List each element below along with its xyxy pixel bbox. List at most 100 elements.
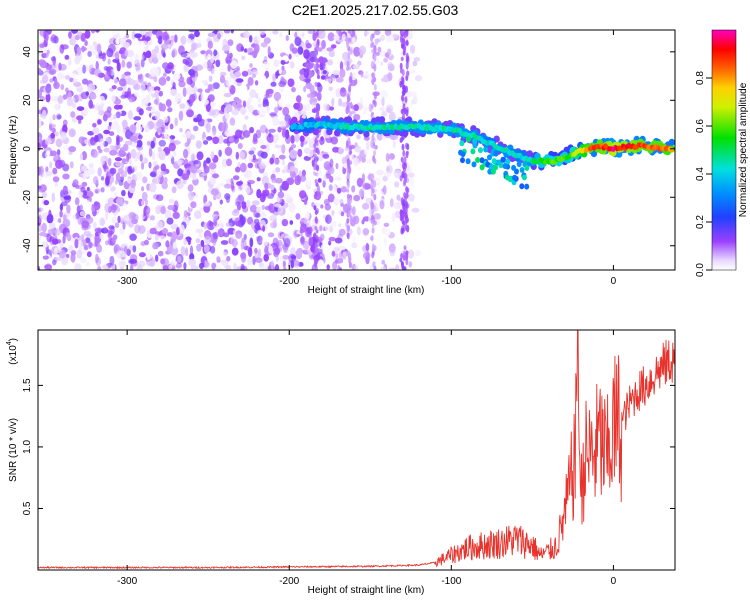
noise-blob <box>149 227 157 235</box>
noise-blob <box>135 62 141 73</box>
noise-blob <box>298 33 305 39</box>
noise-blob <box>385 35 394 43</box>
noise-blob <box>137 134 143 140</box>
noise-blob <box>265 89 270 98</box>
striation-blob <box>314 55 318 63</box>
noise-blob <box>53 214 59 222</box>
noise-blob <box>278 98 286 108</box>
noise-blob <box>408 69 416 75</box>
noise-blob <box>358 188 365 198</box>
noise-blob <box>360 70 364 78</box>
noise-blob <box>99 30 105 37</box>
noise-blob <box>104 210 109 221</box>
noise-blob <box>329 106 335 111</box>
noise-blob <box>330 136 339 145</box>
striation-blob <box>400 37 404 44</box>
noise-blob <box>267 232 275 238</box>
noise-blob <box>222 44 230 52</box>
noise-blob <box>243 30 250 39</box>
noise-blob <box>263 189 270 197</box>
noise-blob <box>244 115 249 120</box>
noise-blob <box>131 218 138 225</box>
noise-blob <box>354 142 358 147</box>
ridge-point <box>616 150 623 158</box>
noise-blob <box>207 32 216 38</box>
noise-blob <box>115 197 124 206</box>
noise-blob <box>247 216 254 225</box>
striation-blob <box>347 30 351 34</box>
striation-blob <box>314 260 318 268</box>
striation-blob <box>347 66 351 71</box>
striation-blob <box>400 81 404 86</box>
noise-blob <box>231 108 240 116</box>
noise-blob <box>207 64 213 72</box>
noise-blob <box>87 167 96 175</box>
noise-blob <box>252 154 256 161</box>
noise-blob <box>282 254 290 260</box>
noise-blob <box>95 60 99 71</box>
noise-blob <box>118 260 127 268</box>
noise-blob <box>329 175 334 183</box>
noise-blob <box>286 177 292 184</box>
noise-blob <box>399 233 406 239</box>
noise-blob <box>321 143 327 150</box>
noise-blob <box>340 108 345 113</box>
noise-blob <box>266 134 275 143</box>
striation-blob <box>370 214 374 220</box>
noise-blob <box>322 70 327 75</box>
noise-blob <box>218 109 226 115</box>
noise-blob <box>196 243 202 252</box>
noise-blob <box>180 246 186 256</box>
noise-blob <box>280 59 286 65</box>
noise-blob <box>281 180 290 191</box>
noise-blob <box>65 232 71 240</box>
noise-blob <box>373 213 382 220</box>
noise-blob <box>95 30 100 33</box>
noise-blob <box>365 70 369 76</box>
noise-blob <box>159 235 166 241</box>
noise-blob <box>375 51 380 56</box>
striation-blob <box>348 166 352 174</box>
noise-blob <box>148 182 157 193</box>
noise-blob <box>274 106 279 114</box>
ridge-point <box>479 164 485 171</box>
noise-blob <box>260 266 267 270</box>
striation-blob <box>372 99 376 105</box>
noise-blob <box>259 30 266 36</box>
noise-blob <box>166 65 173 70</box>
noise-blob <box>268 128 276 133</box>
noise-blob <box>248 154 253 163</box>
striation-blob <box>346 42 350 49</box>
striation-blob <box>401 143 405 151</box>
noise-blob <box>354 265 359 270</box>
noise-blob <box>331 250 336 257</box>
noise-blob <box>75 184 80 189</box>
noise-blob <box>386 166 390 172</box>
striation-blob <box>404 206 408 214</box>
figure-title: C2E1.2025.217.02.55.G03 <box>291 2 459 18</box>
snr-xlabel: Height of straight line (km) <box>308 585 425 596</box>
noise-blob <box>161 258 170 267</box>
noise-blob <box>268 132 272 138</box>
striation-blob <box>403 172 407 178</box>
noise-blob <box>228 137 235 143</box>
noise-blob <box>56 114 62 120</box>
noise-blob <box>61 151 65 160</box>
noise-blob <box>361 156 366 163</box>
noise-blob <box>193 125 199 132</box>
noise-blob <box>265 128 269 134</box>
striation-blob <box>317 185 320 193</box>
noise-blob <box>122 143 129 152</box>
noise-blob <box>233 134 240 144</box>
noise-blob <box>388 243 396 253</box>
noise-blob <box>87 44 95 53</box>
noise-blob <box>335 77 344 83</box>
noise-blob <box>170 223 179 230</box>
spectrogram-ridge <box>289 115 675 190</box>
noise-blob <box>307 30 314 34</box>
y-tick-label: 0.5 <box>22 501 33 515</box>
striation-blob <box>405 186 409 193</box>
noise-blob <box>154 89 160 99</box>
noise-blob <box>277 205 284 215</box>
noise-blob <box>62 185 68 194</box>
